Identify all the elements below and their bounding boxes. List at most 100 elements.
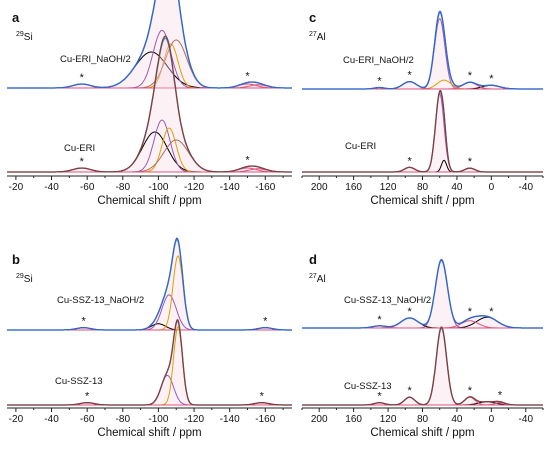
experimental-curve <box>302 90 543 173</box>
fit-curve <box>7 238 292 331</box>
x-tick-label: -80 <box>116 182 131 193</box>
spectrum-fill <box>302 327 543 405</box>
sample-label: Cu-SSZ-13 <box>55 376 103 387</box>
experimental-curve <box>7 35 292 173</box>
component-peak <box>302 326 543 406</box>
sideband-star: * <box>80 72 85 84</box>
x-tick-label: 200 <box>311 182 328 193</box>
x-tick-label: -40 <box>44 182 59 193</box>
sideband-star: * <box>407 155 412 167</box>
sideband-star: * <box>260 391 265 403</box>
fit-curve <box>7 320 292 406</box>
x-axis-label: Chemical shift / ppm <box>370 195 474 207</box>
x-tick-label: -60 <box>80 182 95 193</box>
spectrum-fill <box>7 238 292 330</box>
sideband-star: * <box>468 306 473 318</box>
sideband-star: * <box>80 156 85 168</box>
x-tick-label: 200 <box>311 414 328 425</box>
sample-label: Cu-SSZ-13_NaOH/2 <box>57 295 144 306</box>
experimental-curve <box>7 237 292 331</box>
experimental-curve <box>7 0 292 89</box>
sideband-star: * <box>245 154 250 166</box>
x-axis-label: Chemical shift / ppm <box>370 427 474 439</box>
component-peak <box>7 255 292 331</box>
x-tick-label: 80 <box>417 414 429 425</box>
x-tick-label: 0 <box>489 182 495 193</box>
component-peak <box>7 326 292 406</box>
nucleus-label: 29Si <box>16 31 33 43</box>
sample-label: Cu-ERI <box>345 141 376 152</box>
x-tick-label: -100 <box>148 182 168 193</box>
nucleus-symbol: Si <box>24 274 33 285</box>
panel-letter: c <box>309 10 316 25</box>
x-tick-label: -160 <box>255 182 275 193</box>
sideband-star: * <box>489 306 494 318</box>
x-tick-label: -40 <box>519 414 534 425</box>
sample-label: Cu-ERI <box>64 143 95 154</box>
sideband-star: * <box>81 316 86 328</box>
x-tick-label: 40 <box>451 414 463 425</box>
sideband-star: * <box>468 385 473 397</box>
component-peak <box>302 159 543 173</box>
x-axis-label: Chemical shift / ppm <box>97 427 201 439</box>
sample-label: Cu-SSZ-13 <box>344 381 392 392</box>
x-tick-label: -140 <box>220 182 240 193</box>
x-tick-label: 0 <box>489 414 495 425</box>
sideband-star: * <box>263 316 268 328</box>
x-tick-label: 40 <box>451 182 463 193</box>
fit-curve <box>302 327 543 406</box>
spectrum-fill <box>7 319 292 405</box>
sample-label: Cu-SSZ-13_NaOH/2 <box>344 295 431 306</box>
sideband-star: * <box>407 306 412 318</box>
panel-letter: b <box>12 252 20 267</box>
x-tick-label: -120 <box>184 182 204 193</box>
fit-curve <box>302 91 543 173</box>
x-tick-label: -20 <box>9 414 24 425</box>
nucleus-symbol: Al <box>317 274 326 285</box>
nucleus-label: 29Si <box>16 273 33 285</box>
nucleus-label: 27Al <box>309 31 326 43</box>
experimental-curve <box>302 10 543 90</box>
sideband-star: * <box>377 314 382 326</box>
x-tick-label: 160 <box>345 414 362 425</box>
panel-letter: d <box>309 252 317 267</box>
component-peak <box>302 93 543 173</box>
nucleus-mass: 29 <box>16 31 24 38</box>
x-tick-label: 120 <box>380 414 397 425</box>
nucleus-mass: 27 <box>309 273 317 280</box>
panel-b: b 29Si -20 -40 -60 -80 -100 -120 -140 -160 Chemica… <box>7 237 292 439</box>
component-peak <box>7 294 292 331</box>
spectrum-fill <box>302 259 543 328</box>
sideband-star: * <box>489 73 494 85</box>
x-tick-label: 80 <box>417 182 429 193</box>
x-tick-label: -80 <box>116 414 131 425</box>
sideband-star: * <box>407 70 412 82</box>
experimental-curve <box>302 326 543 406</box>
x-tick-label: -40 <box>44 414 59 425</box>
nucleus-symbol: Al <box>317 32 326 43</box>
sideband-star: * <box>468 156 473 168</box>
x-tick-label: 160 <box>345 182 362 193</box>
panel-c: c 27Al 200 160 120 80 40 0 -40 Chemical shift / p… <box>301 10 544 207</box>
x-tick-label: -40 <box>519 182 534 193</box>
fit-curve <box>302 11 543 90</box>
sideband-star: * <box>468 70 473 82</box>
x-axis-label: Chemical shift / ppm <box>97 195 201 207</box>
x-tick-label: -140 <box>220 414 240 425</box>
x-tick-label: 120 <box>380 182 397 193</box>
x-tick-label: -60 <box>80 414 95 425</box>
spectrum-fill <box>302 90 543 172</box>
panel-d: d 27Al 200 160 120 80 40 0 -40 Chemical shift / p… <box>301 252 544 439</box>
sideband-star: * <box>498 390 503 402</box>
sideband-star: * <box>377 76 382 88</box>
x-tick-label: -20 <box>9 182 24 193</box>
spectrum-fill <box>7 36 292 173</box>
panel-letter: a <box>12 10 20 25</box>
experimental-curve <box>302 258 543 329</box>
panel-a: a 29Si -20 -40 -60 -80 -100 -120 -140 -160 Chemica… <box>7 0 292 207</box>
x-tick-label: -100 <box>148 414 168 425</box>
nucleus-label: 27Al <box>309 273 326 285</box>
x-tick-label: -160 <box>255 414 275 425</box>
component-peak <box>302 18 543 90</box>
